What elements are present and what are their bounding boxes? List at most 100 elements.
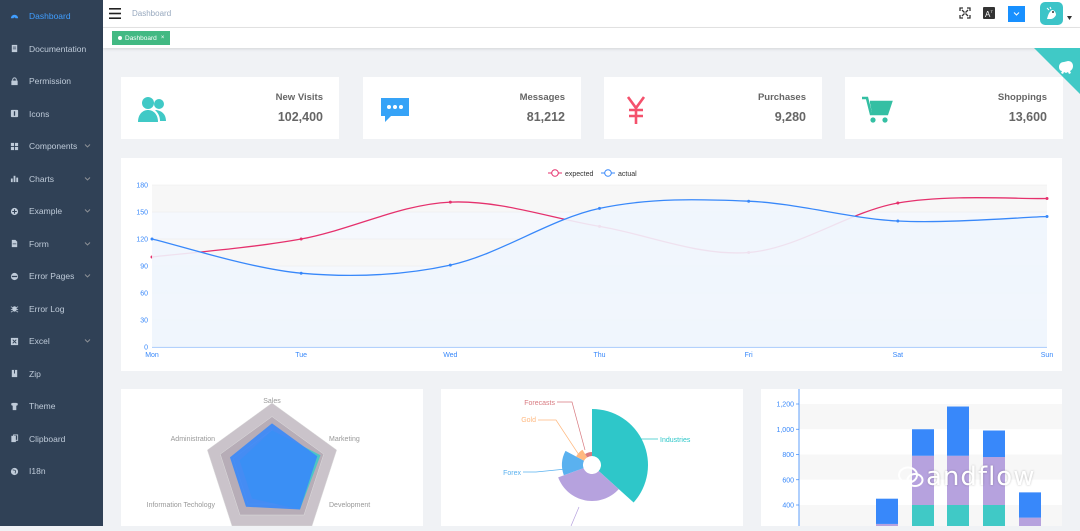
series-area-actual: [152, 199, 1047, 347]
globe-icon: [10, 467, 19, 476]
data-point[interactable]: [598, 206, 601, 210]
bar-segment[interactable]: [912, 505, 934, 531]
chevron-down-icon: [84, 274, 91, 278]
pie-slice-industries[interactable]: [592, 409, 648, 503]
caret-down-icon[interactable]: [1067, 16, 1072, 20]
y-tick-label: 30: [140, 318, 148, 325]
sidebar-item-clipboard[interactable]: Clipboard: [0, 423, 103, 456]
pie-label: Industries: [660, 437, 691, 444]
pie-slice-forecasts[interactable]: [585, 452, 592, 458]
document-icon: [10, 44, 19, 53]
sidebar-item-label: Zip: [29, 368, 41, 379]
stat-card-new-visits[interactable]: New Visits 102,400: [121, 77, 339, 139]
sidebar-item-excel[interactable]: Excel: [0, 325, 103, 358]
sidebar-item-permission[interactable]: Permission: [0, 65, 103, 98]
people-icon: [138, 97, 166, 122]
y-tick-label: 120: [136, 237, 148, 244]
x-tick-label: Thu: [593, 352, 605, 359]
y-tick-label: 1,200: [776, 402, 794, 409]
stat-card-purchases[interactable]: Purchases 9,280: [604, 77, 822, 139]
x-tick-label: Fri: [745, 352, 754, 359]
avatar[interactable]: [1040, 2, 1063, 25]
pie-slice-forex[interactable]: [562, 450, 585, 476]
chevron-down-icon: [1013, 12, 1020, 16]
bar-segment[interactable]: [983, 457, 1005, 505]
data-point[interactable]: [896, 219, 900, 223]
pie-slice-gold[interactable]: [576, 449, 588, 461]
bar-segment[interactable]: [947, 455, 969, 505]
shopping-icon: [862, 96, 893, 123]
legend-marker[interactable]: [551, 169, 559, 177]
pie-hole: [583, 456, 601, 474]
close-icon[interactable]: ×: [160, 35, 165, 41]
sidebar-item-documentation[interactable]: Documentation: [0, 33, 103, 66]
data-point[interactable]: [299, 271, 303, 275]
svg-text:A: A: [985, 10, 991, 19]
breadcrumb[interactable]: Dashboard: [132, 9, 172, 18]
bar-chart: 400 600 800 1,000 1,200: [776, 389, 1062, 531]
sidebar-item-label: Theme: [29, 401, 56, 412]
radar-indicator-label: Development: [329, 502, 370, 509]
data-point[interactable]: [299, 237, 303, 241]
pie-label-line: [538, 419, 580, 456]
data-point[interactable]: [747, 199, 751, 203]
stat-card-shoppings[interactable]: Shoppings 13,600: [845, 77, 1063, 139]
stat-value: 9,280: [774, 110, 806, 124]
y-tick-label: 400: [782, 503, 794, 510]
sidebar-item-components[interactable]: Components: [0, 130, 103, 163]
theme-icon: [10, 402, 19, 411]
data-point[interactable]: [896, 201, 900, 205]
sidebar-item-zip[interactable]: Zip: [0, 358, 103, 391]
y-tick-label: 90: [140, 264, 148, 271]
sidebar-item-label: Icons: [29, 108, 50, 119]
bar-segment[interactable]: [876, 498, 898, 524]
sidebar-item-theme[interactable]: Theme: [0, 390, 103, 423]
pie-label: Forex: [503, 470, 521, 477]
sidebar-item-label: Charts: [29, 173, 55, 184]
sidebar-item-example[interactable]: Example: [0, 195, 103, 228]
legend-marker[interactable]: [604, 169, 612, 177]
data-point[interactable]: [150, 237, 154, 241]
tag-dashboard[interactable]: Dashboard ×: [112, 31, 171, 45]
excel-icon: [10, 337, 19, 346]
stat-card-messages[interactable]: Messages 81,212: [363, 77, 581, 139]
bar-segment[interactable]: [912, 429, 934, 456]
sidebar-item-charts[interactable]: Charts: [0, 163, 103, 196]
github-corner-icon[interactable]: [1034, 48, 1080, 94]
sidebar: Dashboard Documentation Permission Icons Com…: [0, 0, 103, 526]
bar-segment[interactable]: [947, 406, 969, 456]
sidebar-item-label: Error Log: [29, 303, 65, 314]
radar-indicator-label: Information Techology: [147, 502, 216, 509]
pie-label-line: [570, 506, 580, 527]
sidebar-item-label: Form: [29, 238, 49, 249]
404-icon: [10, 272, 19, 281]
sidebar-item-form[interactable]: Form: [0, 228, 103, 261]
theme-picker[interactable]: [1008, 6, 1025, 22]
sidebar-item-error-log[interactable]: Error Log: [0, 293, 103, 326]
bar-segment[interactable]: [983, 505, 1005, 531]
stat-label: Messages: [519, 92, 565, 103]
wechat-icon: [898, 466, 924, 487]
fullscreen-icon[interactable]: [959, 7, 971, 19]
bar-segment[interactable]: [1019, 492, 1041, 518]
data-point[interactable]: [448, 263, 452, 267]
sidebar-item-icons[interactable]: Icons: [0, 98, 103, 131]
pie-slice-technology[interactable]: [558, 468, 619, 501]
stat-value: 81,212: [526, 110, 565, 124]
clipboard-icon: [10, 434, 19, 443]
data-point[interactable]: [448, 200, 452, 204]
radar-series[interactable]: [229, 423, 318, 510]
data-point[interactable]: [1045, 197, 1049, 200]
data-point[interactable]: [1045, 215, 1049, 218]
tags-view: Dashboard ×: [103, 28, 1080, 48]
chevron-down-icon: [84, 209, 91, 213]
hamburger-icon[interactable]: [109, 8, 121, 19]
bar-segment[interactable]: [983, 430, 1005, 458]
sidebar-item-dashboard[interactable]: Dashboard: [0, 0, 103, 33]
bar-segment[interactable]: [947, 505, 969, 531]
sidebar-item-label: Components: [29, 141, 78, 152]
sidebar-item-error-pages[interactable]: Error Pages: [0, 260, 103, 293]
bar-segment[interactable]: [1019, 517, 1041, 531]
sidebar-item-i18n[interactable]: I18n: [0, 455, 103, 488]
